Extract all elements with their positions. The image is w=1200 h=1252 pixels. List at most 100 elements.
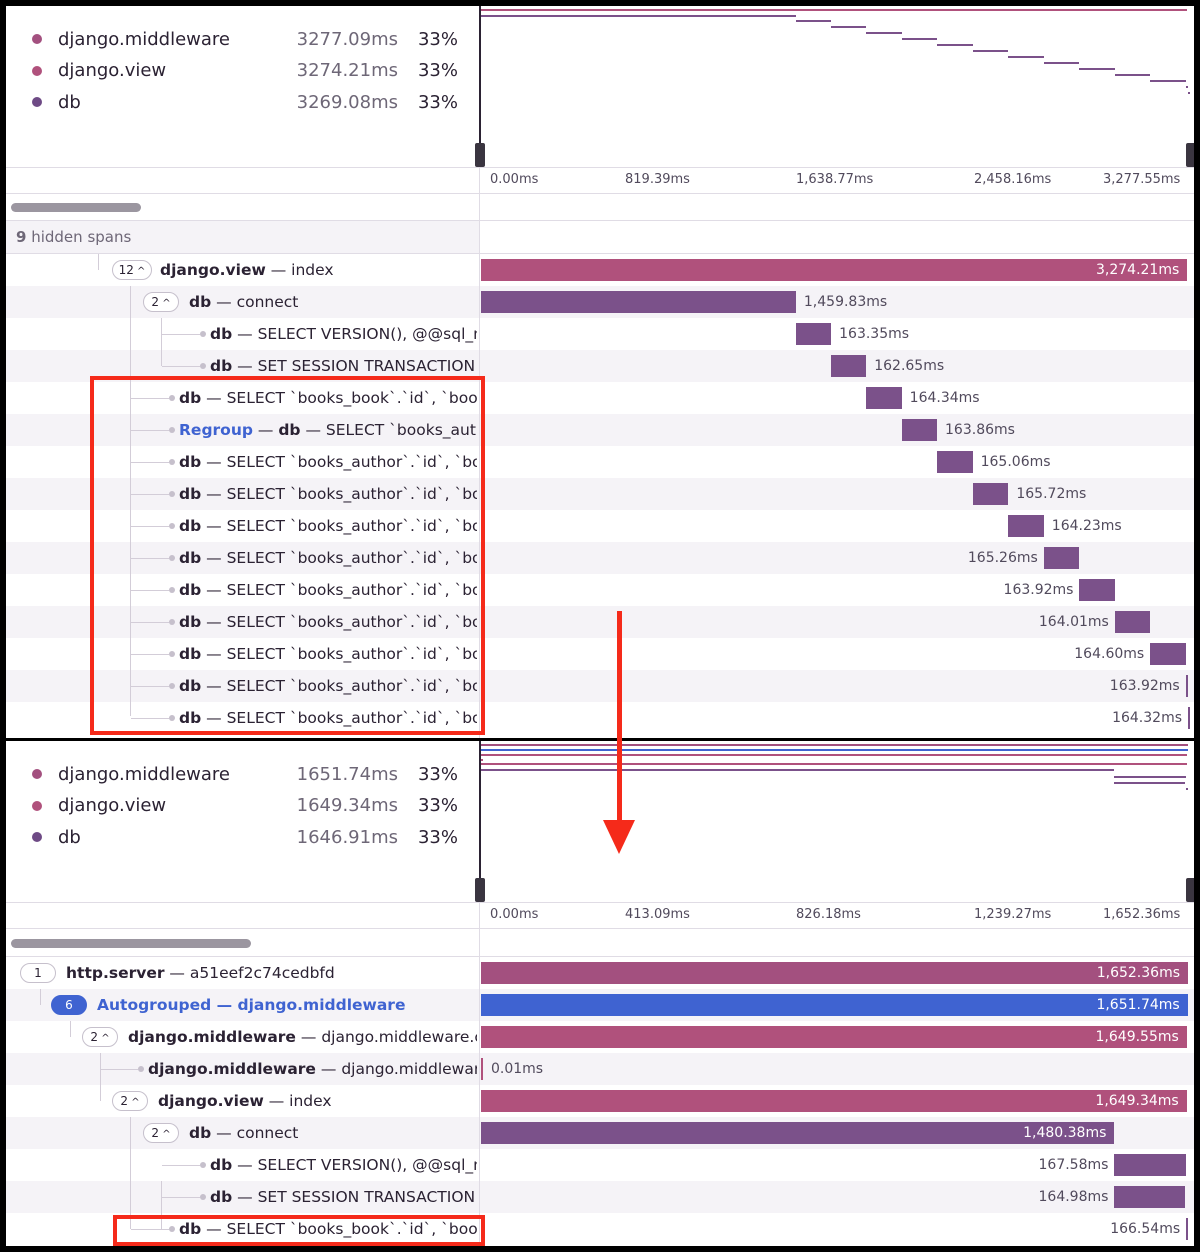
span-duration-bar[interactable] xyxy=(972,483,1009,505)
span-row[interactable]: db — SELECT `books_book`.`id`, `book 166.… xyxy=(6,1213,1194,1245)
span-title[interactable]: Autogrouped — django.middleware xyxy=(97,996,406,1014)
span-duration-bar[interactable] xyxy=(831,355,867,377)
span-duration-bar[interactable] xyxy=(1079,579,1115,601)
span-title[interactable]: db — SELECT `books_author`.`id`, `boo xyxy=(179,446,477,478)
span-row[interactable]: 6 Autogrouped — django.middleware 1,651.74… xyxy=(6,989,1194,1021)
span-row[interactable]: db — SELECT `books_author`.`id`, `boo 163… xyxy=(6,574,1194,606)
span-title[interactable]: db — SELECT `books_author`.`id`, `boo xyxy=(179,542,477,574)
tree-connector xyxy=(131,398,169,399)
span-row[interactable]: db — SELECT `books_author`.`id`, `boo 163… xyxy=(6,670,1194,702)
span-row[interactable]: db — SELECT `books_author`.`id`, `boo 164… xyxy=(6,510,1194,542)
span-duration-bar[interactable] xyxy=(481,962,1188,984)
span-title[interactable]: django.middleware — django.middleware.c xyxy=(148,1053,477,1085)
span-title[interactable]: db — SELECT VERSION(), @@sql_m xyxy=(210,318,477,350)
expand-toggle-button[interactable]: 6 xyxy=(51,995,87,1015)
span-duration-bar[interactable] xyxy=(901,419,937,441)
span-title[interactable]: db — SET SESSION TRANSACTION xyxy=(210,357,476,375)
span-row[interactable]: django.middleware — django.middleware.c 0… xyxy=(6,1053,1194,1085)
span-title[interactable]: db — SELECT `books_author`.`id`, `boo xyxy=(179,510,477,542)
span-title[interactable]: db — SELECT `books_book`.`id`, `book xyxy=(179,1213,477,1245)
child-count: 2 xyxy=(90,1030,99,1044)
span-duration-bar[interactable] xyxy=(481,994,1188,1016)
tree-node-dot-icon xyxy=(169,491,175,497)
span-row[interactable]: 2 ^ django.view — index 1,649.34ms xyxy=(6,1085,1194,1117)
span-duration-bar[interactable] xyxy=(1043,547,1080,569)
minimap-right-handle[interactable] xyxy=(1186,143,1194,167)
span-duration-bar[interactable] xyxy=(1185,675,1188,697)
span-title[interactable]: django.view — index xyxy=(160,261,334,279)
span-row[interactable]: db — SELECT `books_author`.`id`, `boo 164… xyxy=(6,702,1194,734)
span-title[interactable]: db — SELECT `books_author`.`id`, `boo xyxy=(179,606,477,638)
span-row[interactable]: db — SELECT `books_book`.`id`, `books 164… xyxy=(6,382,1194,414)
span-duration-bar[interactable] xyxy=(1114,1186,1185,1208)
span-duration-bar[interactable] xyxy=(1150,643,1186,665)
span-row[interactable]: Regroup — db — SELECT `books_autho 163.86… xyxy=(6,414,1194,446)
span-title[interactable]: db — SELECT `books_author`.`id`, `boo xyxy=(179,478,477,510)
regroup-link[interactable]: Regroup xyxy=(179,421,253,439)
span-duration-bar[interactable] xyxy=(481,1122,1115,1144)
expand-toggle-button[interactable]: 2 ^ xyxy=(143,1123,179,1143)
minimap-left-handle[interactable] xyxy=(475,878,485,902)
span-title[interactable]: http.server — a51eef2c74cedbfd xyxy=(66,964,335,982)
span-title[interactable]: db — SELECT `books_author`.`id`, `boo xyxy=(179,670,477,702)
span-title[interactable]: db — connect xyxy=(189,1124,299,1142)
hidden-spans-row[interactable]: 9 hidden spans xyxy=(6,221,479,253)
expand-toggle-button[interactable]: 12 ^ xyxy=(112,260,152,280)
span-row[interactable]: db — SELECT `books_author`.`id`, `boo 165… xyxy=(6,446,1194,478)
span-duration-bar[interactable] xyxy=(481,259,1188,281)
span-row[interactable]: 2 ^ django.middleware — django.middleware… xyxy=(6,1021,1194,1053)
span-title[interactable]: db — SELECT `books_author`.`id`, `boo xyxy=(179,702,477,734)
span-title[interactable]: django.middleware — django.middleware.cl… xyxy=(128,1021,477,1053)
span-duration-bar[interactable] xyxy=(866,387,902,409)
expand-toggle-button[interactable]: 2 ^ xyxy=(143,292,179,312)
span-row[interactable]: db — SELECT VERSION(), @@sql_m 167.58ms xyxy=(6,1149,1194,1181)
span-row[interactable]: db — SET SESSION TRANSACTION 164.98ms xyxy=(6,1181,1194,1213)
span-row[interactable]: db — SELECT `books_author`.`id`, `boo 165… xyxy=(6,542,1194,574)
span-row[interactable]: db — SELECT `books_author`.`id`, `boo 164… xyxy=(6,638,1194,670)
span-row[interactable]: db — SELECT VERSION(), @@sql_m 163.35ms xyxy=(6,318,1194,350)
span-row[interactable]: 1 http.server — a51eef2c74cedbfd 1,652.36m… xyxy=(6,957,1194,989)
span-duration-bar[interactable] xyxy=(1188,707,1190,729)
tree-connector xyxy=(100,1069,138,1070)
minimap-right-handle[interactable] xyxy=(1186,878,1194,902)
span-duration-bar[interactable] xyxy=(481,1058,483,1080)
span-row[interactable]: db — SELECT `books_author`.`id`, `boo 165… xyxy=(6,478,1194,510)
horizontal-scrollbar[interactable] xyxy=(11,939,251,948)
minimap-left-handle[interactable] xyxy=(475,143,485,167)
span-duration-bar[interactable] xyxy=(481,291,796,313)
span-title[interactable]: db — SELECT `books_author`.`id`, `boo xyxy=(179,638,477,670)
span-row[interactable]: db — SELECT `books_author`.`id`, `boo 164… xyxy=(6,606,1194,638)
span-duration-bar[interactable] xyxy=(1186,1218,1189,1240)
span-duration-label: 1,651.74ms xyxy=(1096,997,1180,1013)
span-title[interactable]: db — SELECT `books_author`.`id`, `boo xyxy=(179,574,477,606)
span-title[interactable]: db — SET SESSION TRANSACTION xyxy=(210,1188,476,1206)
span-duration-bar[interactable] xyxy=(481,1026,1187,1048)
tree-connector xyxy=(130,286,131,716)
minimap[interactable] xyxy=(475,6,1194,168)
horizontal-scrollbar[interactable] xyxy=(11,203,141,212)
span-row[interactable]: 12 ^ django.view — index 3,274.21ms xyxy=(6,254,1194,286)
span-duration-bar[interactable] xyxy=(1114,1154,1187,1176)
span-title[interactable]: db — SELECT `books_book`.`id`, `books xyxy=(179,382,477,414)
span-row[interactable]: 2 ^ db — connect 1,480.38ms xyxy=(6,1117,1194,1149)
minimap[interactable] xyxy=(475,741,1194,903)
legend-op-name: django.view xyxy=(58,795,167,816)
span-duration-bar[interactable] xyxy=(481,1090,1187,1112)
span-duration-bar[interactable] xyxy=(795,323,832,345)
span-duration-bar[interactable] xyxy=(1008,515,1044,537)
legend-percent: 33% xyxy=(417,28,458,50)
span-title[interactable]: Regroup — db — SELECT `books_autho xyxy=(179,414,477,446)
tree-connector xyxy=(162,366,200,367)
span-title[interactable]: db — connect xyxy=(189,293,299,311)
span-title[interactable]: django.view — index xyxy=(158,1092,332,1110)
span-duration-bar[interactable] xyxy=(937,451,973,473)
expand-toggle-button[interactable]: 1 xyxy=(20,963,56,983)
span-row[interactable]: 2 ^ db — connect 1,459.83ms xyxy=(6,286,1194,318)
expand-toggle-button[interactable]: 2 ^ xyxy=(82,1027,118,1047)
chevron-up-icon: ^ xyxy=(128,1097,140,1108)
chevron-up-icon: ^ xyxy=(159,298,171,309)
span-title[interactable]: db — SELECT VERSION(), @@sql_m xyxy=(210,1149,477,1181)
expand-toggle-button[interactable]: 2 ^ xyxy=(112,1091,148,1111)
tree-node-dot-icon xyxy=(200,363,206,369)
span-duration-bar[interactable] xyxy=(1114,611,1151,633)
